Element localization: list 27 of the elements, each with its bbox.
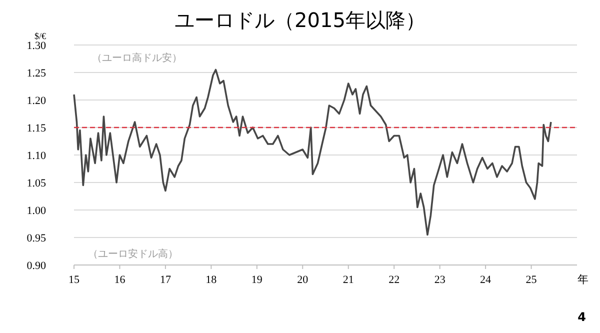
- x-tick-label: 21: [342, 274, 354, 286]
- x-tick-label: 24: [480, 274, 492, 286]
- x-tick-label: 15: [68, 274, 80, 286]
- x-tick-label: 17: [160, 274, 172, 286]
- x-tick-label: 16: [114, 274, 126, 286]
- x-axis-title: 年: [578, 273, 588, 286]
- y-tick-label: 1.00: [26, 205, 46, 217]
- y-tick-label: 1.25: [26, 68, 46, 80]
- y-tick-label: 1.30: [26, 40, 46, 52]
- x-tick-label: 18: [206, 274, 218, 286]
- y-tick-label: 1.20: [26, 95, 46, 107]
- x-tick-label: 25: [526, 274, 538, 286]
- text: 4: [578, 310, 586, 324]
- y-tick-label: 0.90: [26, 260, 46, 272]
- y-tick-label: 1.10: [26, 150, 46, 162]
- chart-title: ユーロドル（2015年以降）: [174, 8, 426, 32]
- y-tick-label: 0.95: [26, 232, 46, 244]
- y-tick-label: 1.15: [26, 122, 46, 134]
- line-series: [73, 68, 552, 236]
- annotation: （ユーロ高ドル安）: [92, 52, 182, 64]
- y-tick-label: 1.05: [26, 178, 46, 190]
- x-tick-label: 22: [388, 274, 400, 286]
- annotation: （ユーロ安ドル高）: [88, 248, 178, 260]
- x-tick-label: 23: [434, 274, 446, 286]
- x-tick-label: 19: [251, 274, 263, 286]
- y-axis-title: $/€: [34, 31, 46, 41]
- x-tick-label: 20: [297, 274, 309, 286]
